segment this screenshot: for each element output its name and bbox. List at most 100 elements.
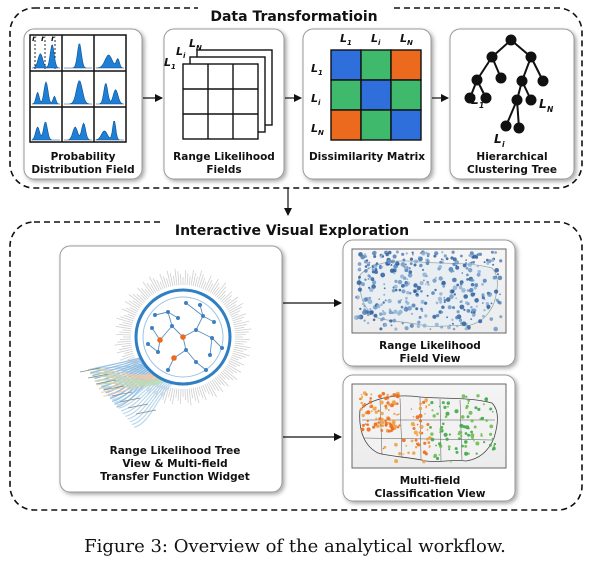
likelihood-dot bbox=[460, 254, 463, 258]
radial-tick bbox=[213, 378, 224, 393]
tree-edge bbox=[147, 343, 159, 353]
radial-tick bbox=[234, 331, 249, 334]
likelihood-dot bbox=[434, 322, 439, 327]
likelihood-dot bbox=[356, 315, 361, 319]
likelihood-dot bbox=[425, 251, 428, 254]
classification-dot bbox=[427, 441, 430, 443]
likelihood-dot bbox=[387, 250, 392, 255]
radial-tick bbox=[234, 342, 244, 345]
radial-tick bbox=[175, 388, 178, 398]
classification-dot bbox=[466, 415, 470, 419]
likelihood-dot bbox=[389, 268, 395, 274]
classification-dot bbox=[454, 447, 458, 451]
radial-tick bbox=[184, 388, 186, 401]
top-arrows bbox=[143, 94, 449, 216]
radial-tick bbox=[234, 326, 245, 330]
radial-tick bbox=[128, 293, 143, 306]
likelihood-dot bbox=[464, 327, 468, 331]
likelihood-dot bbox=[497, 300, 501, 304]
matrix-cell bbox=[360, 49, 392, 81]
classification-dot bbox=[426, 428, 429, 431]
classification-dot bbox=[482, 403, 485, 406]
classification-dot bbox=[418, 406, 423, 411]
radial-tick bbox=[125, 307, 137, 314]
radial-tick bbox=[223, 368, 238, 381]
likelihood-dot bbox=[473, 311, 476, 314]
likelihood-dot bbox=[420, 299, 425, 304]
likelihood-dot bbox=[363, 305, 366, 308]
classification-dot bbox=[418, 431, 422, 435]
radial-tick bbox=[224, 367, 234, 374]
likelihood-dot bbox=[429, 328, 432, 330]
radial-tick bbox=[219, 294, 226, 301]
radial-tick bbox=[122, 322, 133, 326]
likelihood-dot bbox=[426, 280, 430, 284]
exploration-title: Interactive Visual Exploration bbox=[175, 223, 409, 239]
classification-dot bbox=[388, 419, 391, 422]
classification-dot bbox=[377, 421, 381, 424]
likelihood-dot bbox=[469, 251, 474, 256]
radial-tick bbox=[192, 387, 197, 401]
radial-tick bbox=[218, 290, 227, 300]
likelihood-dot bbox=[379, 327, 383, 331]
likelihood-dot bbox=[476, 254, 479, 257]
classification-dot bbox=[470, 433, 475, 438]
radial-tick bbox=[162, 386, 168, 400]
distribution-curve bbox=[64, 80, 92, 105]
likelihood-dot bbox=[478, 319, 483, 324]
tree-card: L 1 L N L i Hierarchical Clustering Tree bbox=[449, 28, 575, 180]
classification-dot bbox=[438, 454, 441, 456]
radial-tick bbox=[146, 282, 155, 295]
likelihood-dot bbox=[384, 299, 387, 302]
likelihood-dot bbox=[420, 307, 423, 311]
likelihood-dot bbox=[404, 326, 409, 331]
classification-dot bbox=[419, 419, 423, 423]
classification-dot bbox=[391, 400, 396, 405]
likelihood-dot bbox=[363, 319, 366, 322]
likelihood-dot bbox=[466, 289, 470, 292]
field-label-1-sub: 1 bbox=[171, 63, 176, 71]
pdf-label-line2: Distribution Field bbox=[31, 164, 134, 176]
likelihood-dot bbox=[466, 273, 469, 277]
likelihood-dot bbox=[421, 251, 426, 256]
radial-tick bbox=[232, 316, 245, 322]
classification-dot bbox=[397, 413, 400, 416]
classification-dot bbox=[376, 424, 380, 428]
radial-tick bbox=[184, 270, 186, 286]
likelihood-dot bbox=[417, 320, 421, 324]
likelihood-dot bbox=[368, 286, 371, 289]
likelihood-dot bbox=[439, 300, 443, 304]
likelihood-dot bbox=[435, 301, 439, 305]
likelihood-dot bbox=[405, 296, 408, 300]
radial-tick bbox=[121, 352, 134, 358]
axis-mark bbox=[95, 379, 117, 385]
matrix-cell bbox=[330, 79, 362, 111]
distribution-curve bbox=[64, 43, 92, 69]
tree-node bbox=[208, 353, 212, 357]
likelihood-dot bbox=[397, 312, 401, 316]
likelihood-dot bbox=[379, 312, 383, 316]
likelihood-dot bbox=[400, 262, 406, 267]
likelihood-dot bbox=[360, 254, 366, 260]
likelihood-dot bbox=[390, 264, 393, 266]
radial-tick bbox=[172, 388, 176, 405]
likelihood-dot bbox=[407, 273, 413, 278]
likelihood-dot bbox=[486, 261, 490, 265]
tree-label-line1: Hierarchical bbox=[476, 151, 547, 163]
likelihood-dot bbox=[471, 308, 474, 311]
likelihood-dot bbox=[411, 251, 414, 254]
classification-dot bbox=[460, 415, 465, 419]
classification-dot bbox=[423, 441, 427, 445]
likelihood-dot bbox=[451, 322, 454, 325]
likelihood-dot bbox=[425, 261, 430, 266]
likelihood-dot bbox=[435, 313, 440, 318]
classification-dot bbox=[441, 401, 445, 405]
likelihood-dot bbox=[455, 264, 458, 267]
likelihood-dot bbox=[374, 268, 378, 271]
tree-node bbox=[204, 368, 208, 372]
radial-tick bbox=[214, 377, 222, 386]
classification-dot bbox=[444, 407, 446, 409]
classification-dot bbox=[366, 410, 371, 415]
classification-dot bbox=[480, 416, 485, 420]
radial-tick bbox=[227, 363, 242, 373]
